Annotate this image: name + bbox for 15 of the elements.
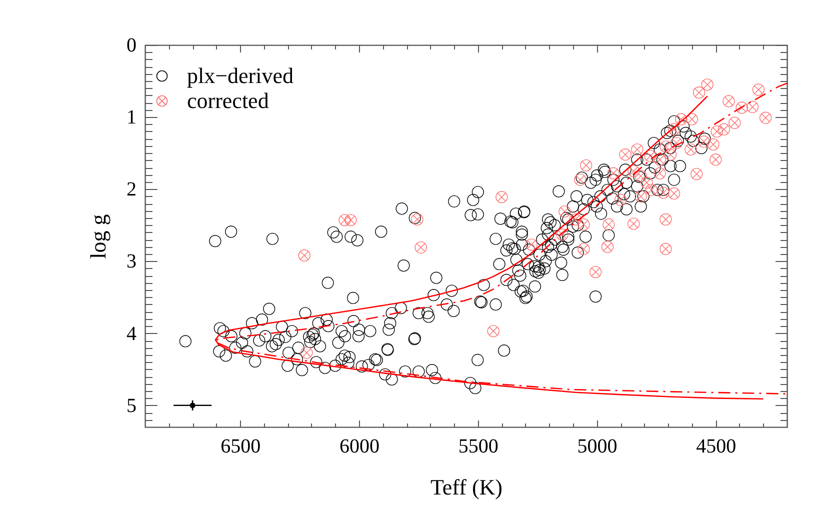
y-tick-label: 5	[126, 394, 136, 417]
x-tick-label: 5500	[458, 436, 498, 458]
x-tick-label: 5000	[577, 436, 618, 458]
y-tick-label: 2	[126, 178, 136, 201]
x-tick-label: 6000	[340, 436, 380, 458]
x-tick-label: 4500	[696, 436, 736, 458]
y-tick-label: 1	[126, 106, 136, 129]
y-tick-label: 3	[126, 250, 136, 273]
x-tick-label: 6500	[220, 436, 261, 458]
y-tick-label: 0	[126, 34, 136, 56]
legend-label: plx−derived	[187, 63, 294, 88]
y-tick-label: 4	[126, 322, 136, 345]
legend-label: corrected	[187, 88, 269, 113]
x-axis-title: Teff (K)	[430, 474, 502, 500]
y-axis-title: log g	[86, 214, 110, 259]
